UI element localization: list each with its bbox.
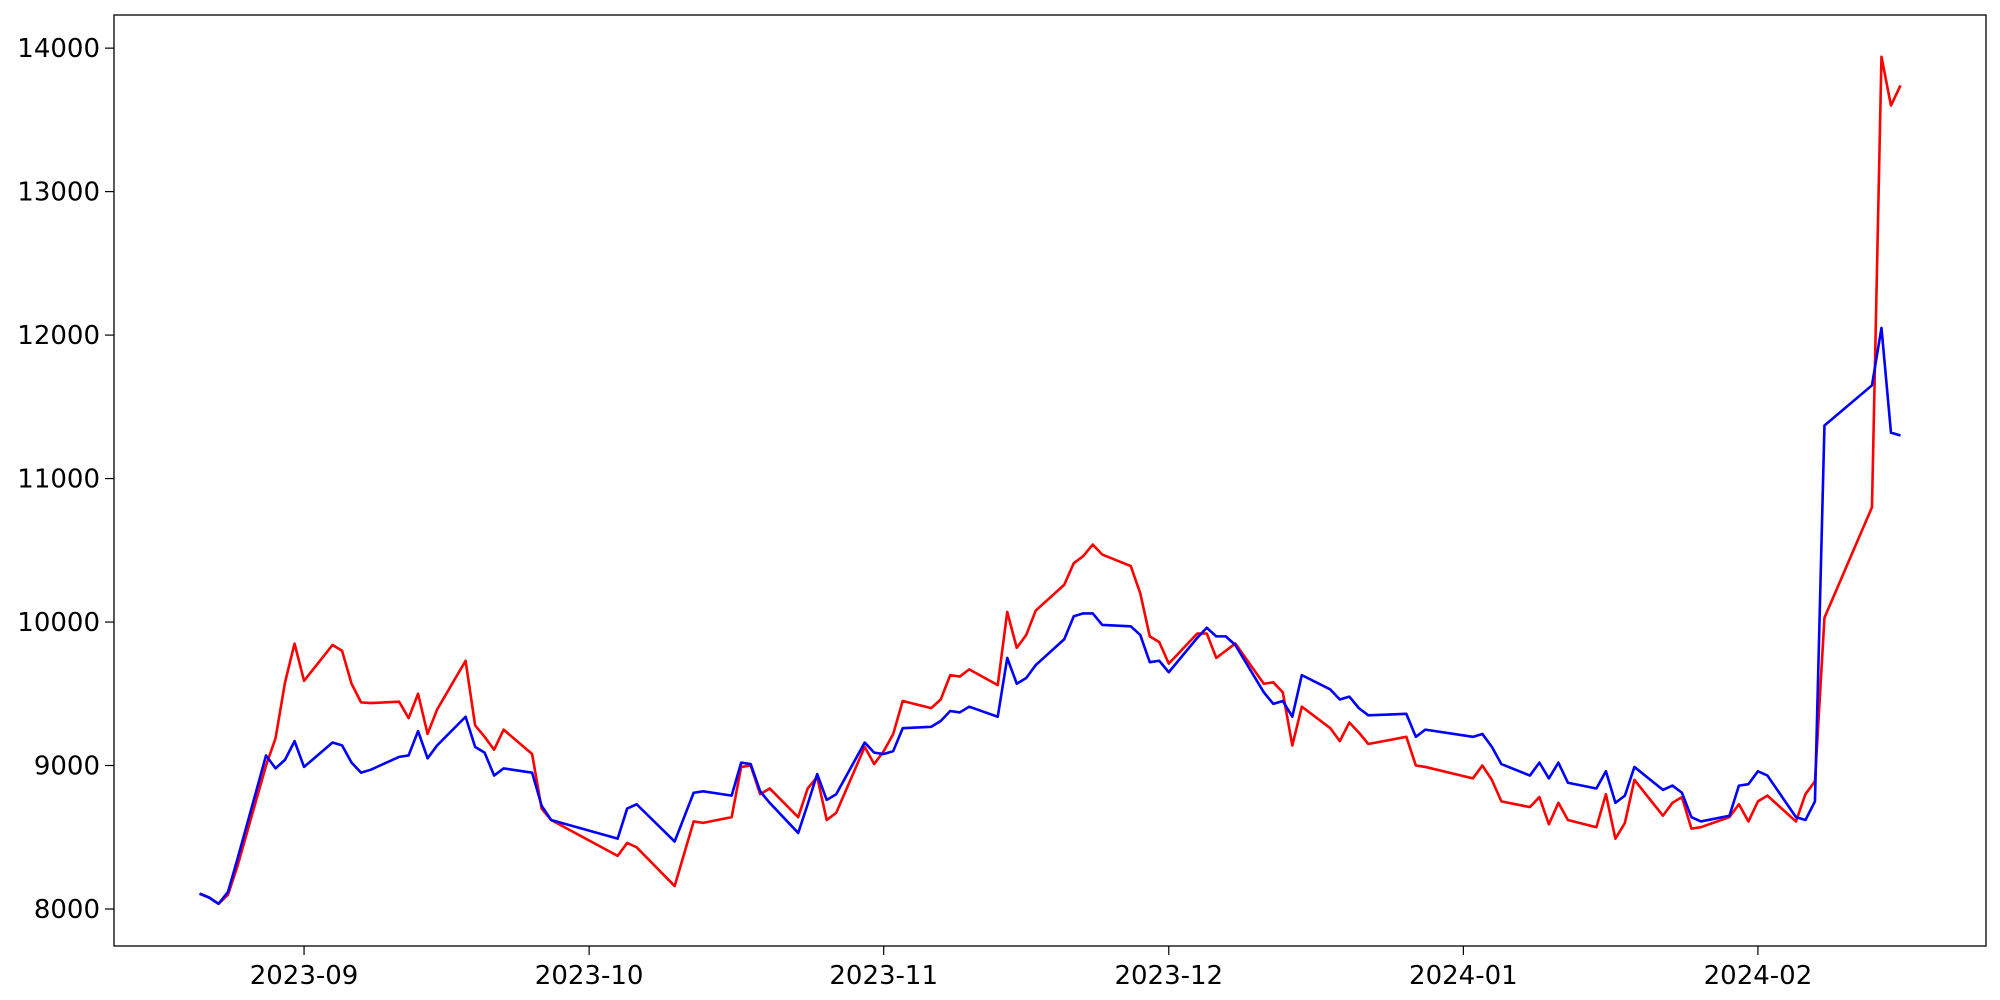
y-tick-label: 9000 — [34, 752, 100, 782]
y-tick-label: 14000 — [17, 34, 100, 64]
y-tick-label: 12000 — [17, 321, 100, 351]
x-tick-label: 2023-09 — [250, 961, 359, 991]
plot-frame — [113, 14, 1987, 947]
x-tick-label: 2024-01 — [1409, 961, 1518, 991]
x-tick-label: 2024-02 — [1704, 961, 1813, 991]
y-tick-label: 10000 — [17, 608, 100, 638]
y-tick-label: 13000 — [17, 178, 100, 208]
x-tick-label: 2023-10 — [535, 961, 644, 991]
x-tick-label: 2023-11 — [829, 961, 938, 991]
y-tick-label: 11000 — [17, 465, 100, 495]
series-line — [199, 55, 1902, 906]
x-tick-label: 2023-12 — [1114, 961, 1223, 991]
series-line — [199, 326, 1901, 906]
y-tick-label: 8000 — [34, 895, 100, 925]
